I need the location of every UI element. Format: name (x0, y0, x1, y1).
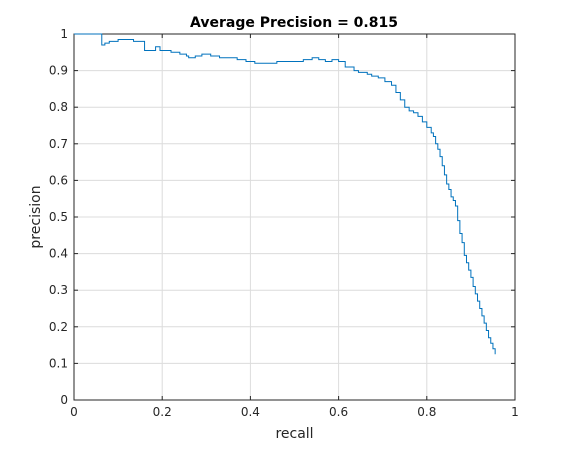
x-axis-label: recall (275, 426, 313, 442)
y-tick-label: 0.4 (49, 247, 68, 261)
chart-title: Average Precision = 0.815 (190, 15, 398, 31)
y-axis-label: precision (28, 185, 44, 248)
x-tick-label: 0 (70, 405, 78, 419)
x-tick-label: 0.6 (329, 405, 348, 419)
precision-recall-line (74, 33, 496, 355)
axis-ticks: 0 0.2 0.4 0.6 0.8 1 0 0.1 0.2 0.3 0.4 0.5 0.6 0.7 0.8 0… (49, 27, 519, 419)
series-group (74, 33, 496, 355)
x-tick-label: 0.8 (417, 405, 436, 419)
x-tick-label: 0.2 (153, 405, 172, 419)
x-tick-label: 1 (511, 405, 519, 419)
y-tick-label: 0.6 (49, 173, 68, 187)
y-tick-label: 1 (60, 27, 68, 41)
y-tick-label: 0.8 (49, 100, 68, 114)
y-tick-label: 0.5 (49, 210, 68, 224)
y-tick-label: 0.3 (49, 283, 68, 297)
y-tick-label: 0 (60, 393, 68, 407)
y-tick-label: 0.2 (49, 320, 68, 334)
y-tick-label: 0.1 (49, 356, 68, 370)
y-tick-label: 0.7 (49, 137, 68, 151)
x-tick-label: 0.4 (241, 405, 260, 419)
y-tick-label: 0.9 (49, 64, 68, 78)
